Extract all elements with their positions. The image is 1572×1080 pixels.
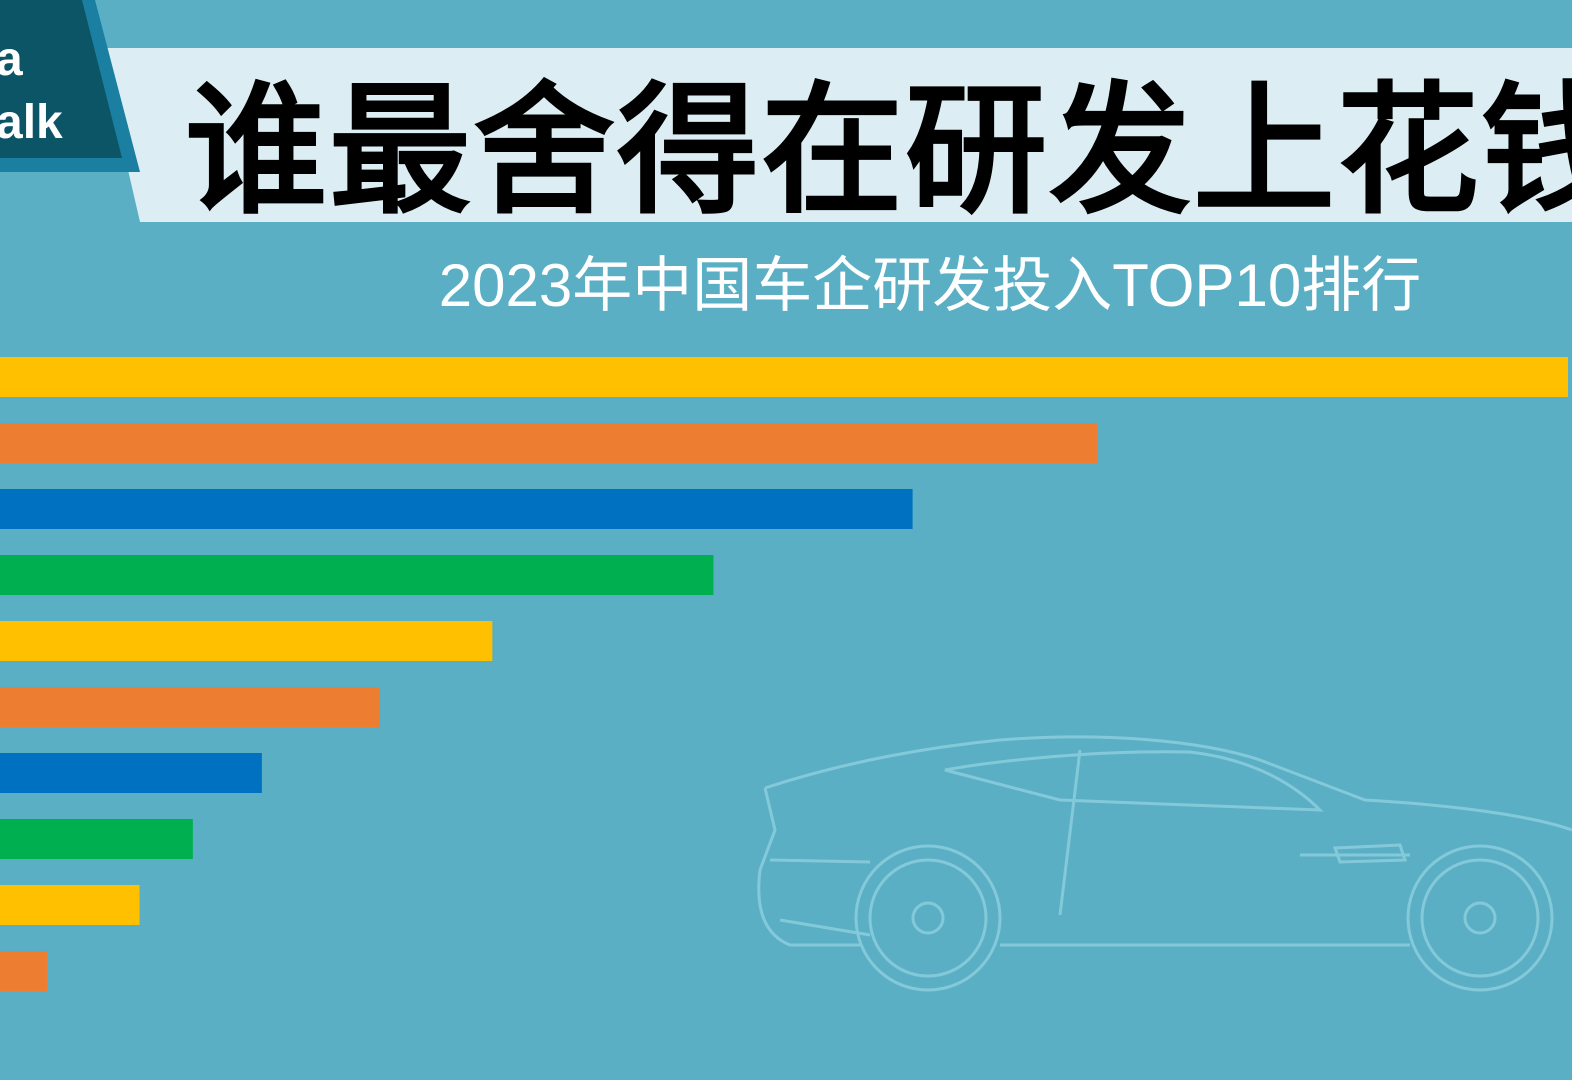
- bar: [0, 423, 1098, 463]
- bar: [0, 885, 140, 925]
- bar: [0, 555, 714, 595]
- logo-text: alk: [0, 96, 63, 149]
- bar: [0, 621, 493, 661]
- car-sketch: [757, 735, 1572, 992]
- title-banner: [100, 48, 1572, 222]
- bar: [0, 951, 48, 991]
- chart-subtitle: 2023年中国车企研发投入TOP10排行: [439, 252, 1421, 319]
- logo-text: a: [0, 33, 23, 86]
- bar: [0, 687, 380, 727]
- logo: [0, 0, 122, 158]
- chart-title: 谁最舍得在研发上花钱: [185, 72, 1572, 231]
- bar: [0, 753, 262, 793]
- bar: [0, 489, 913, 529]
- bar: [0, 819, 193, 859]
- bar: [0, 357, 1568, 397]
